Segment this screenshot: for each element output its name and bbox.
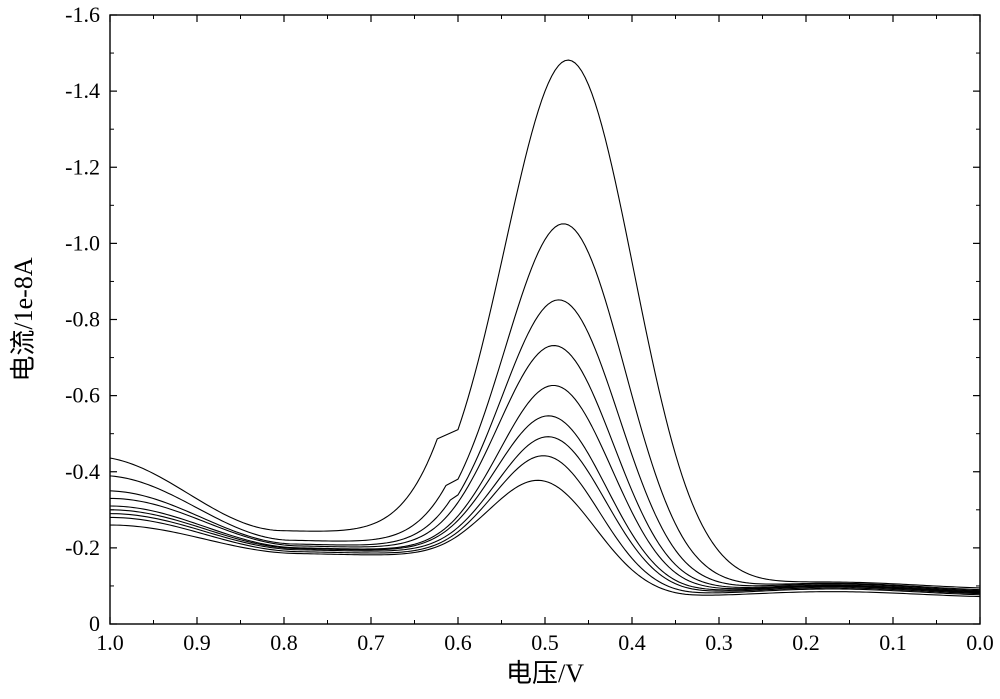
y-tick-label: -1.6 — [65, 2, 100, 27]
x-axis-label: 电压/V — [506, 659, 584, 688]
y-tick-label: -0.8 — [65, 307, 100, 332]
x-tick-label: 0.6 — [444, 630, 472, 655]
x-tick-label: 0.4 — [618, 630, 646, 655]
x-tick-label: 0.1 — [879, 630, 907, 655]
x-tick-label: 1.0 — [96, 630, 124, 655]
x-tick-label: 0.9 — [183, 630, 211, 655]
x-tick-label: 0.8 — [270, 630, 298, 655]
y-tick-label: -1.2 — [65, 154, 100, 179]
y-tick-label: -1.4 — [65, 78, 100, 103]
x-tick-label: 0.5 — [531, 630, 559, 655]
x-tick-label: 0.3 — [705, 630, 733, 655]
y-tick-label: -1.0 — [65, 230, 100, 255]
x-tick-label: 0.2 — [792, 630, 820, 655]
y-tick-label: 0 — [89, 611, 100, 636]
x-tick-label: 0.7 — [357, 630, 385, 655]
y-axis-label: 电流/1e-8A — [9, 257, 38, 381]
y-tick-label: -0.6 — [65, 383, 100, 408]
x-tick-label: 0.0 — [966, 630, 994, 655]
y-tick-label: -0.2 — [65, 535, 100, 560]
y-tick-label: -0.4 — [65, 459, 100, 484]
voltammogram-chart: 0.0 0.1 0.2 0.3 0.4 0.5 0.6 0.7 0.8 0.9 1.0 -1.6 -1.… — [0, 0, 1000, 699]
